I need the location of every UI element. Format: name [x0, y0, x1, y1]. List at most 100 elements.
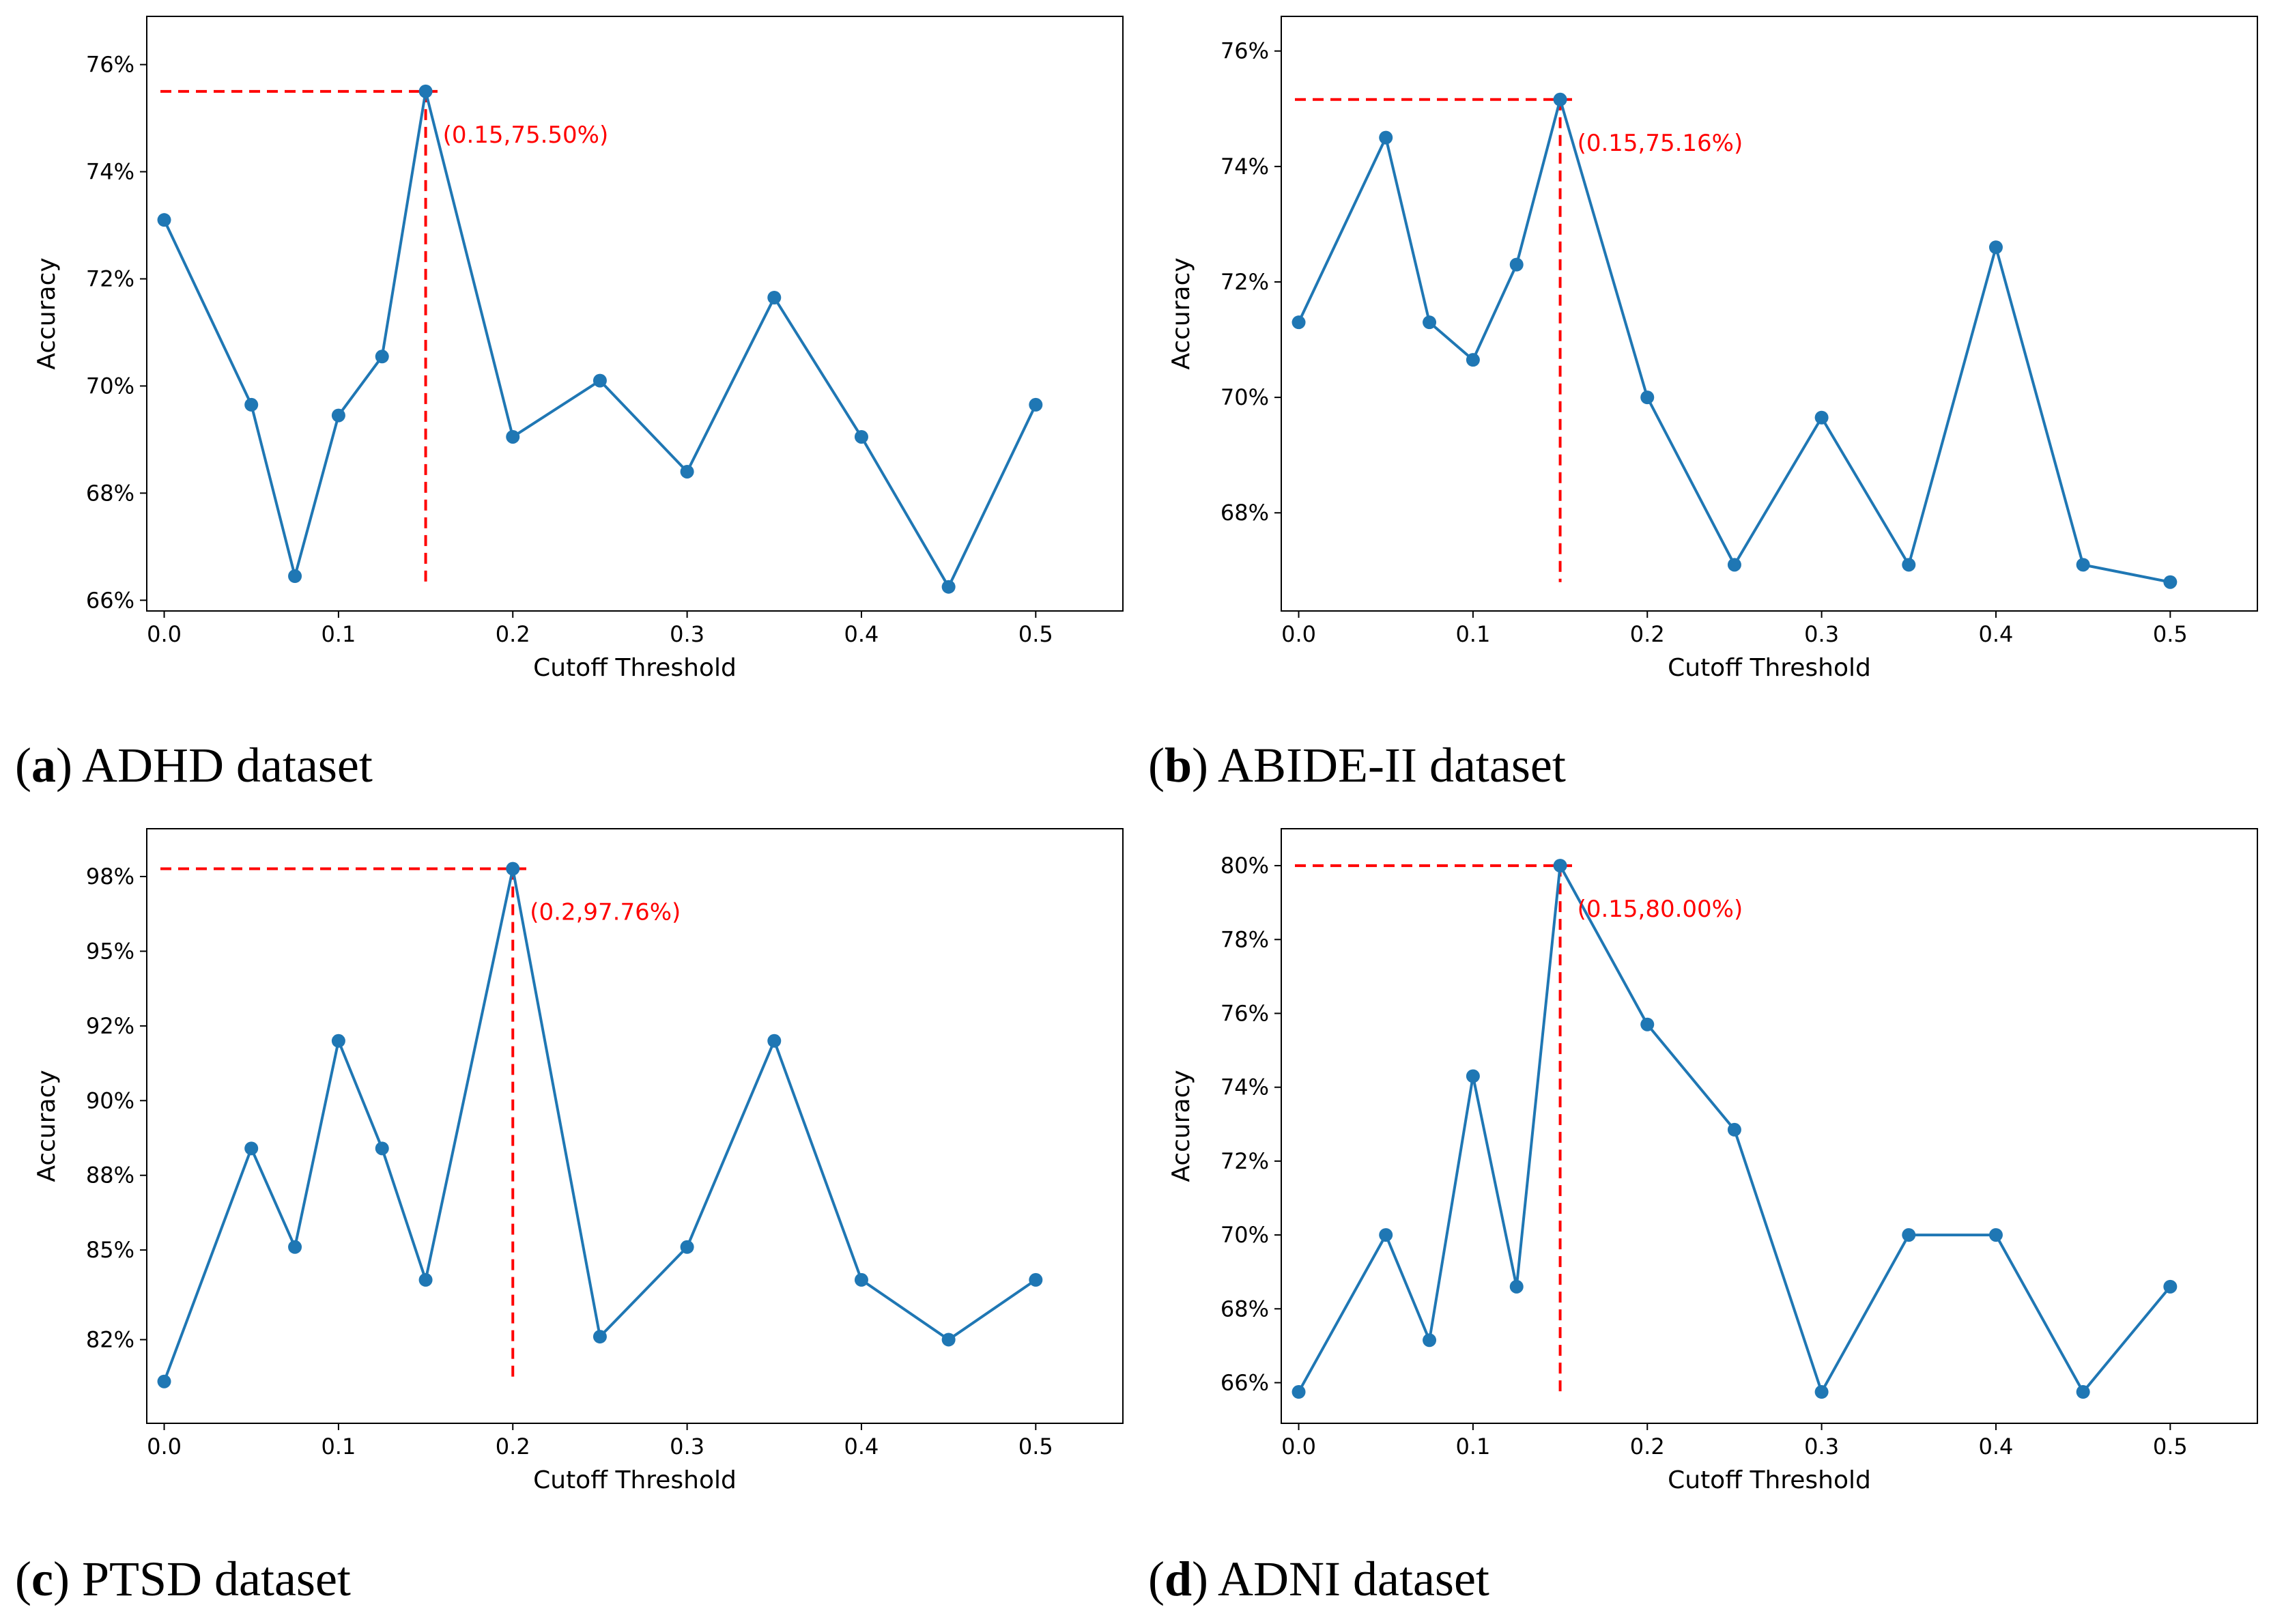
data-point [2163, 575, 2178, 589]
y-tick-label: 90% [86, 1087, 134, 1113]
data-point [1988, 1228, 2003, 1242]
x-tick-label: 0.3 [670, 621, 704, 647]
data-point [1727, 558, 1741, 572]
x-axis-label: Cutoff Threshold [533, 654, 737, 682]
data-point [1988, 240, 2003, 255]
x-tick-label: 0.5 [1018, 621, 1053, 647]
data-point [1029, 397, 1043, 412]
data-point [1902, 1228, 1916, 1242]
data-point [1640, 1017, 1655, 1031]
y-tick-label: 76% [1221, 1000, 1269, 1026]
data-point [2076, 1385, 2090, 1399]
x-tick-label: 0.4 [1979, 621, 2014, 647]
data-point [593, 1330, 607, 1344]
y-tick-label: 68% [1221, 500, 1269, 526]
plot-frame [1281, 16, 2258, 612]
x-tick-label: 0.0 [147, 621, 182, 647]
y-tick-label: 74% [1221, 1074, 1269, 1100]
data-point [941, 1333, 956, 1347]
series-line [162, 868, 1037, 1382]
data-point [1466, 1069, 1480, 1083]
data-point [854, 429, 868, 444]
y-tick-label: 68% [1221, 1296, 1269, 1322]
data-point [1553, 92, 1567, 106]
data-point [506, 861, 520, 876]
y-tick-label: 70% [1221, 384, 1269, 410]
data-point [375, 1141, 389, 1156]
y-tick-label: 68% [86, 480, 134, 506]
data-point [767, 290, 782, 304]
y-tick-label: 74% [1221, 154, 1269, 180]
data-point [1379, 130, 1393, 145]
y-tick-label: 72% [86, 266, 134, 291]
data-point [1423, 1333, 1437, 1348]
data-point [331, 408, 345, 423]
y-tick-label: 76% [1221, 38, 1269, 64]
y-tick-label: 92% [86, 1013, 134, 1039]
x-axis-label: Cutoff Threshold [533, 1466, 737, 1494]
data-point [418, 1272, 433, 1287]
data-point [1466, 353, 1480, 367]
data-point [375, 350, 389, 364]
x-tick-label: 0.5 [2153, 621, 2188, 647]
x-tick-label: 0.1 [1455, 1434, 1490, 1459]
data-point [680, 1240, 694, 1254]
data-point [157, 213, 171, 227]
data-point [244, 397, 259, 412]
chart-adni: 0.0 0.1 0.2 0.3 0.4 0.5 66% 68% 70% 72% 74% 76% 78% 8… [1167, 828, 2258, 1494]
data-point [941, 580, 956, 594]
y-tick-label: 98% [86, 864, 134, 889]
y-axis-label: Accuracy [1167, 1070, 1195, 1182]
plot-frame [146, 16, 1124, 612]
data-point [157, 1374, 171, 1388]
plot-frame [146, 828, 1124, 1424]
x-tick-label: 0.5 [2153, 1434, 2188, 1459]
chart-abide-ii: 0.0 0.1 0.2 0.3 0.4 0.5 68% 70% 72% 74% 76% Cutoff … [1167, 16, 2258, 682]
x-tick-label: 0.4 [844, 1434, 879, 1459]
data-point [1814, 1385, 1829, 1399]
plot-frame [1281, 828, 2258, 1424]
data-point [288, 569, 302, 583]
x-tick-label: 0.1 [321, 1434, 356, 1459]
data-point [506, 429, 520, 444]
data-point [1902, 558, 1916, 572]
y-tick-label: 80% [1221, 853, 1269, 879]
y-tick-label: 74% [86, 159, 134, 185]
data-point [1640, 390, 1655, 405]
y-tick-label: 95% [86, 938, 134, 964]
x-axis-label: Cutoff Threshold [1668, 654, 1871, 682]
data-point [2163, 1279, 2178, 1294]
data-point [288, 1240, 302, 1254]
data-point [1509, 1279, 1524, 1294]
data-point [1509, 257, 1524, 272]
y-tick-label: 76% [86, 52, 134, 78]
highlight-label: (0.2,97.76%) [530, 899, 681, 926]
y-tick-label: 70% [86, 373, 134, 399]
x-axis-label: Cutoff Threshold [1668, 1466, 1871, 1494]
caption-ptsd: (c) PTSD dataset [15, 1552, 351, 1606]
y-tick-label: 66% [1221, 1369, 1269, 1395]
y-tick-label: 85% [86, 1237, 134, 1263]
data-point [1727, 1122, 1741, 1137]
x-tick-label: 0.2 [1630, 621, 1665, 647]
y-tick-label: 82% [86, 1326, 134, 1352]
highlight-label: (0.15,75.50%) [443, 122, 609, 149]
caption-abide-ii: (b) ABIDE-II dataset [1148, 738, 1566, 793]
x-tick-label: 0.0 [1281, 621, 1316, 647]
caption-adni: (d) ADNI dataset [1148, 1552, 1489, 1606]
series-line [1297, 94, 2171, 584]
x-tick-label: 0.4 [844, 621, 879, 647]
y-tick-label: 78% [1221, 926, 1269, 952]
chart-ptsd: 0.0 0.1 0.2 0.3 0.4 0.5 82% 85% 88% 90% 92% 95% 98% C… [33, 828, 1124, 1494]
series-line [162, 91, 1038, 590]
data-point [680, 464, 694, 479]
data-point [244, 1141, 259, 1156]
data-point [593, 373, 607, 388]
x-tick-label: 0.2 [496, 621, 530, 647]
x-tick-label: 0.3 [670, 1434, 704, 1459]
y-tick-label: 66% [86, 587, 134, 613]
data-point [1553, 859, 1567, 873]
data-point [1292, 1385, 1306, 1399]
x-tick-label: 0.3 [1804, 1434, 1839, 1459]
highlight-label: (0.15,80.00%) [1578, 896, 1743, 923]
